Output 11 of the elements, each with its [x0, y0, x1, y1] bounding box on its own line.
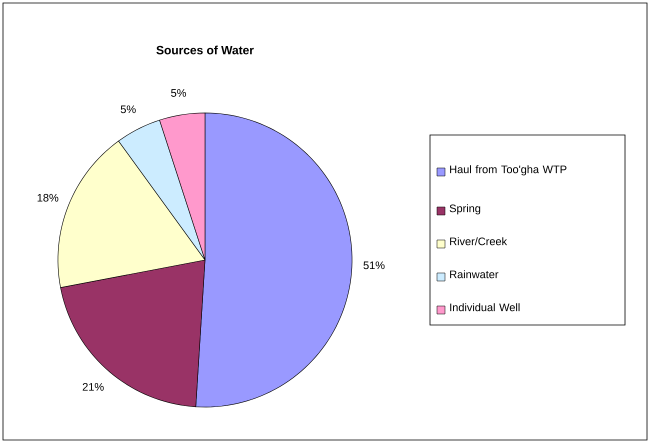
legend-label: Spring [450, 204, 480, 214]
data-label: 21% [82, 383, 104, 391]
data-label: 5% [171, 89, 186, 97]
legend-label: Individual Well [450, 303, 520, 312]
chart-title: Sources of Water [156, 46, 254, 54]
data-label: 51% [364, 261, 385, 270]
legend-label: River/Creek [450, 237, 508, 246]
legend-label: Rainwater [450, 270, 498, 278]
data-label: 5% [120, 105, 136, 114]
legend-label: Haul from Too'gha WTP [450, 165, 566, 176]
data-label: 18% [38, 194, 58, 202]
